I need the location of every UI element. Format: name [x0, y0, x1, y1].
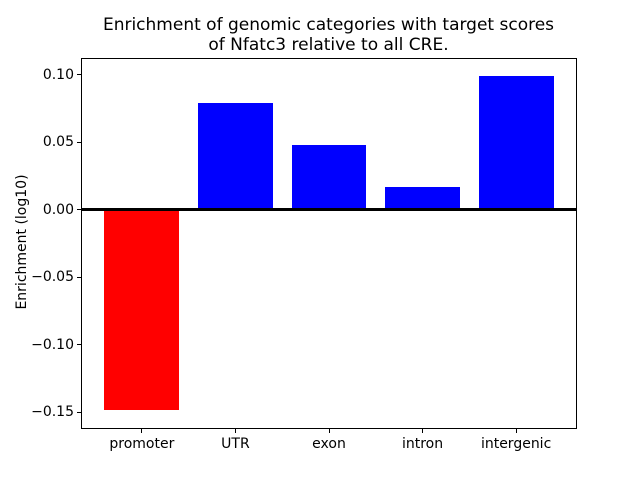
y-tick-label: 0.05 [42, 134, 74, 151]
x-tick-mark [515, 429, 517, 433]
chart-title: Enrichment of genomic categories with ta… [102, 15, 555, 56]
y-tick-label: 0.10 [42, 66, 74, 83]
bar-exon [291, 144, 367, 210]
bar-intron [385, 186, 460, 210]
x-tick-label-intergenic: intergenic [480, 436, 552, 452]
y-tick-mark [77, 344, 81, 346]
x-tick-mark [422, 429, 424, 433]
zero-line [82, 208, 576, 212]
x-tick-label-promoter: promoter [109, 436, 175, 452]
x-tick-label-UTR: UTR [221, 436, 250, 452]
x-tick-label-exon: exon [312, 436, 346, 452]
y-tick-label: −0.15 [31, 404, 74, 421]
y-tick-label: 0.00 [42, 201, 74, 218]
y-tick-mark [77, 74, 81, 76]
y-tick-label: −0.10 [31, 336, 74, 353]
y-axis-label: Enrichment (log10) [14, 174, 30, 310]
y-tick-label: −0.05 [31, 269, 74, 286]
x-tick-label-intron: intron [401, 436, 444, 452]
bar-UTR [198, 102, 273, 210]
x-tick-mark [141, 429, 143, 433]
bar-intergenic [478, 75, 554, 210]
x-tick-mark [328, 429, 330, 433]
y-tick-mark [77, 276, 81, 278]
y-tick-mark [77, 411, 81, 413]
bar-promoter [104, 209, 180, 410]
plot-area: 0.10 0.05 0.00 −0.05 −0.10 −0.15 promoter UTR ex… [31, 58, 577, 452]
y-tick-mark [77, 209, 81, 211]
y-tick-mark [77, 141, 81, 143]
x-tick-mark [234, 429, 236, 433]
